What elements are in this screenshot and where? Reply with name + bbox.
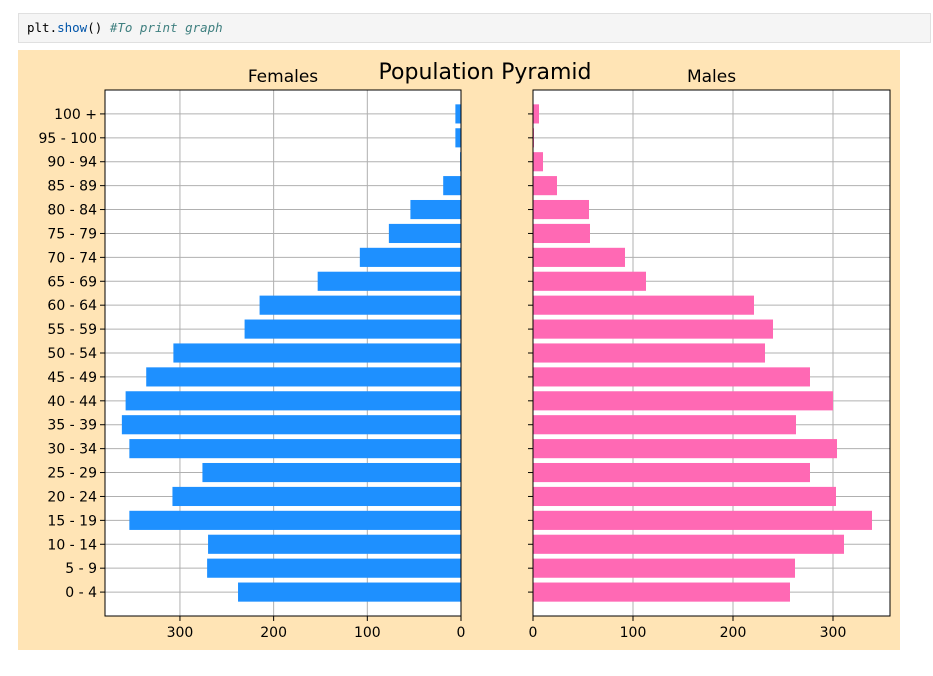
ytick-label: 100 + <box>54 107 97 123</box>
males-bar-70-74 <box>533 247 625 267</box>
females-bar-10-14 <box>208 534 461 554</box>
ytick-label: 60 - 64 <box>47 298 97 314</box>
ytick-label: 70 - 74 <box>47 250 97 266</box>
ytick-label: 85 - 89 <box>47 179 97 195</box>
code-function: show <box>57 20 88 35</box>
ytick-label: 0 - 4 <box>65 585 97 601</box>
females-bar-35-39 <box>121 415 461 435</box>
population-pyramid-chart: 0 100 200 300 0 - 4 5 - 9 10 - 14 15 - 19 20 - 2… <box>18 50 900 650</box>
males-xtick-label: 300 <box>820 625 847 641</box>
males-bar-5-9 <box>533 558 795 578</box>
females-xtick-label: 300 <box>167 625 194 641</box>
females-bar-0-4 <box>238 582 461 602</box>
males-bar-90-94 <box>533 152 543 172</box>
males-xtick-label: 200 <box>720 625 747 641</box>
ytick-label: 30 - 34 <box>47 442 97 458</box>
females-bar-80-84 <box>410 199 461 220</box>
ytick-label: 35 - 39 <box>47 418 97 434</box>
males-bar-20-24 <box>533 486 836 507</box>
females-bar-75-79 <box>388 223 461 244</box>
females-bar-20-24 <box>172 486 461 507</box>
females-panel-title: Females <box>248 67 318 87</box>
females-bar-100+ <box>455 104 461 124</box>
males-bar-35-39 <box>533 415 796 435</box>
code-comment: #To print graph <box>109 20 223 35</box>
ytick-label: 65 - 69 <box>47 274 97 290</box>
females-bar-5-9 <box>207 558 461 578</box>
chart-title: Population Pyramid <box>379 60 592 85</box>
code-dot: . <box>49 20 58 35</box>
males-bar-15-19 <box>533 510 872 530</box>
females-bar-30-34 <box>129 439 461 459</box>
females-bar-40-44 <box>125 391 461 411</box>
males-panel-title: Males <box>687 67 736 87</box>
population-pyramid-figure: 0 100 200 300 0 - 4 5 - 9 10 - 14 15 - 19 20 - 2… <box>18 50 900 650</box>
ytick-label: 95 - 100 <box>39 131 98 147</box>
females-panel: 0 100 200 300 0 - 4 5 - 9 10 - 14 15 - 19 20 - 2… <box>39 67 466 641</box>
code-object: plt <box>27 20 50 35</box>
males-bar-80-84 <box>533 199 589 220</box>
ytick-label: 10 - 14 <box>47 537 97 553</box>
females-bar-95-100 <box>455 128 461 148</box>
ytick-label: 15 - 19 <box>47 513 97 529</box>
males-xtick-label: 100 <box>620 625 647 641</box>
males-bar-30-34 <box>533 439 837 459</box>
ytick-label: 55 - 59 <box>47 322 97 338</box>
females-bar-70-74 <box>359 247 461 267</box>
females-xtick-label: 0 <box>457 625 466 641</box>
ytick-label: 45 - 49 <box>47 370 97 386</box>
males-bar-45-49 <box>533 367 810 387</box>
ytick-label: 20 - 24 <box>47 489 97 505</box>
males-bar-65-69 <box>533 271 646 291</box>
males-panel: 0 100 200 300 Males <box>528 67 891 641</box>
code-cell[interactable]: plt.show() #To print graph <box>18 13 931 43</box>
males-bar-85-89 <box>533 176 557 196</box>
females-xtick-label: 200 <box>260 625 287 641</box>
males-bar-0-4 <box>533 582 790 602</box>
ytick-label: 90 - 94 <box>47 155 97 171</box>
males-bar-60-64 <box>533 295 754 315</box>
males-bar-25-29 <box>533 462 810 483</box>
females-bar-25-29 <box>202 462 461 483</box>
code-space <box>102 20 110 35</box>
females-bar-65-69 <box>317 271 461 291</box>
males-xtick-label: 0 <box>529 625 538 641</box>
females-bar-50-54 <box>173 343 462 363</box>
ytick-label: 25 - 29 <box>47 466 97 482</box>
ytick-label: 75 - 79 <box>47 226 97 242</box>
females-bar-55-59 <box>244 319 461 339</box>
males-bar-10-14 <box>533 534 844 554</box>
males-bar-100+ <box>533 104 539 124</box>
females-bar-60-64 <box>259 295 461 315</box>
ytick-label: 40 - 44 <box>47 394 97 410</box>
males-bar-55-59 <box>533 319 773 339</box>
females-bar-15-19 <box>129 510 461 530</box>
females-bar-45-49 <box>146 367 461 387</box>
females-xtick-label: 100 <box>354 625 381 641</box>
females-bar-85-89 <box>443 176 461 196</box>
ytick-label: 80 - 84 <box>47 203 97 219</box>
ytick-label: 50 - 54 <box>47 346 97 362</box>
males-bar-75-79 <box>533 223 590 244</box>
ytick-label: 5 - 9 <box>65 561 97 577</box>
males-bar-40-44 <box>533 391 833 411</box>
males-bar-50-54 <box>533 343 765 363</box>
code-parens: () <box>87 20 103 35</box>
